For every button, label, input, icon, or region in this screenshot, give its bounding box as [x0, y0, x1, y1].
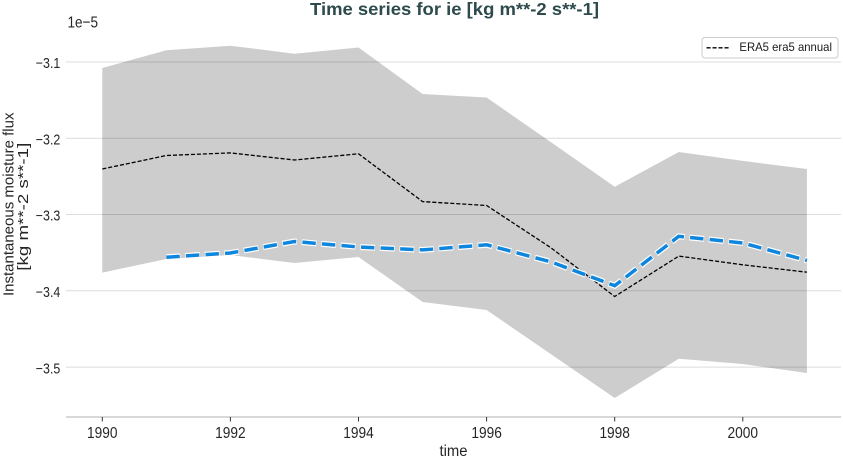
svg-text:−3.4: −3.4: [36, 285, 61, 301]
svg-text:−3.5: −3.5: [36, 361, 61, 377]
svg-text:[kg m**-2 s**-1]: [kg m**-2 s**-1]: [16, 143, 32, 271]
svg-text:time: time: [440, 443, 468, 457]
svg-text:Time series for ie [kg m**-2 s: Time series for ie [kg m**-2 s**-1]: [310, 0, 599, 19]
svg-text:1e−5: 1e−5: [68, 15, 99, 32]
svg-text:1990: 1990: [87, 425, 118, 442]
svg-text:−3.2: −3.2: [36, 133, 61, 149]
svg-text:−3.1: −3.1: [36, 56, 61, 72]
svg-text:1992: 1992: [215, 425, 246, 442]
svg-text:Instantaneous moisture flux: Instantaneous moisture flux: [2, 112, 18, 296]
svg-text:ERA5 era5 annual: ERA5 era5 annual: [739, 40, 832, 54]
svg-text:1998: 1998: [599, 425, 630, 442]
svg-text:1994: 1994: [343, 425, 374, 442]
svg-text:1996: 1996: [471, 425, 502, 442]
svg-text:2000: 2000: [728, 425, 759, 442]
svg-text:−3.3: −3.3: [36, 209, 61, 225]
